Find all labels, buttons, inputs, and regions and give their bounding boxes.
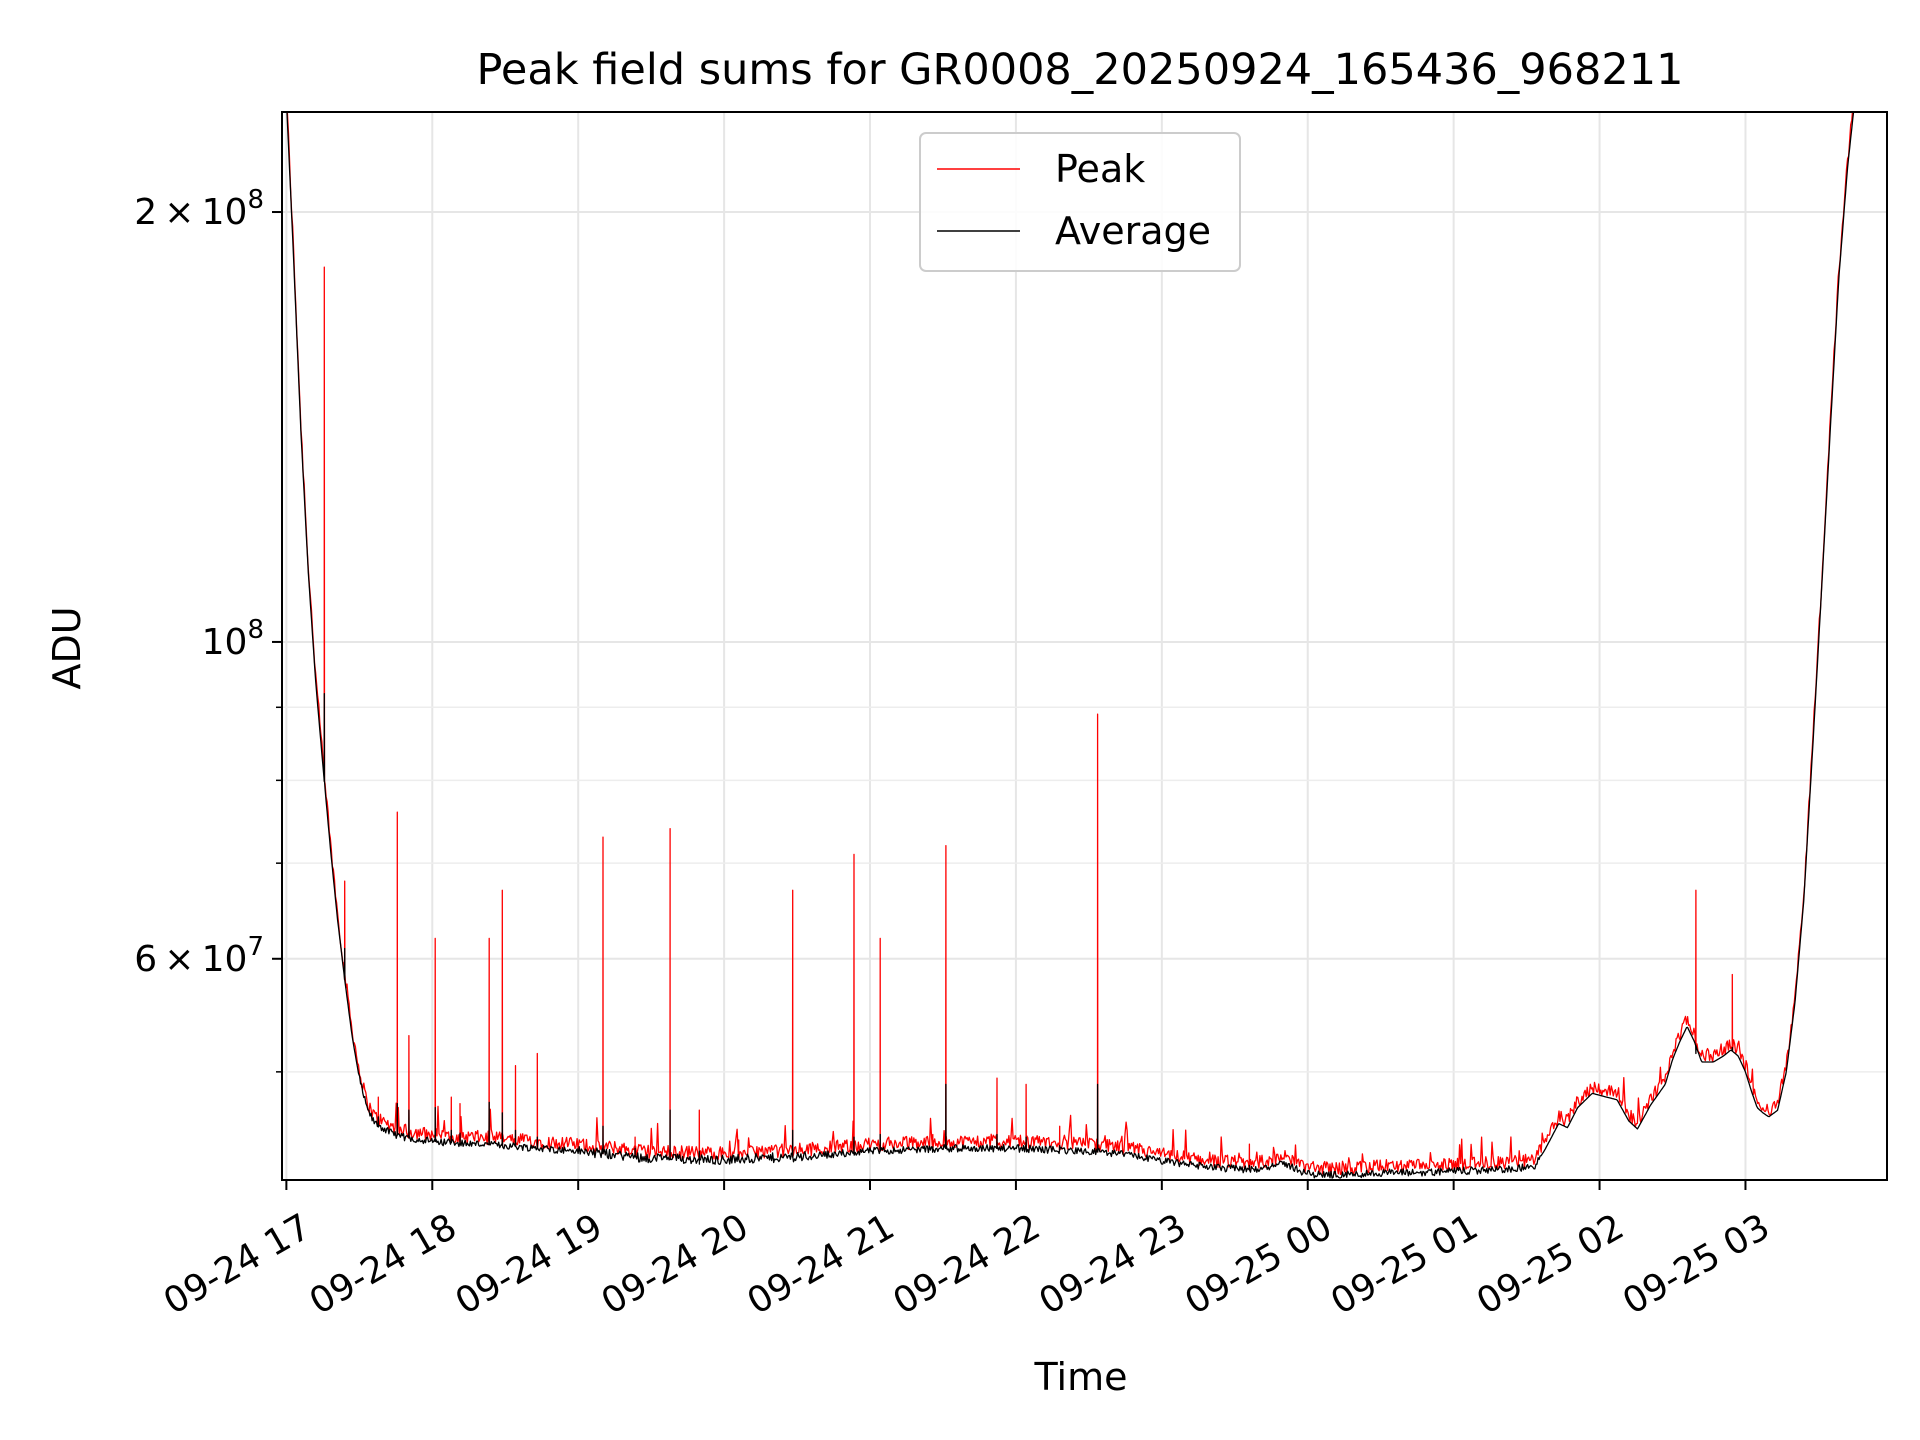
average-line bbox=[286, 112, 1855, 1179]
y-axis-label: ADU bbox=[45, 606, 89, 689]
peak-line bbox=[286, 112, 1854, 1176]
legend-average-label: Average bbox=[1055, 209, 1211, 253]
peak-series bbox=[286, 112, 1854, 1176]
legend-peak-label: Peak bbox=[1055, 147, 1145, 191]
y-tick-label: 6 × 107 bbox=[134, 932, 264, 980]
legend-box bbox=[919, 132, 1241, 272]
x-axis-label: Time bbox=[1034, 1355, 1128, 1399]
legend: Peak Average bbox=[919, 132, 1241, 272]
chart-title: Peak field sums for GR0008_20250924_1654… bbox=[477, 45, 1684, 95]
average-series bbox=[286, 112, 1855, 1179]
y-tick-label: 108 bbox=[202, 615, 264, 663]
plot-frame bbox=[281, 111, 1888, 1181]
y-tick-label: 2 × 108 bbox=[134, 185, 264, 233]
y-axis: 6 × 107 108 2 × 108 bbox=[134, 185, 282, 1073]
